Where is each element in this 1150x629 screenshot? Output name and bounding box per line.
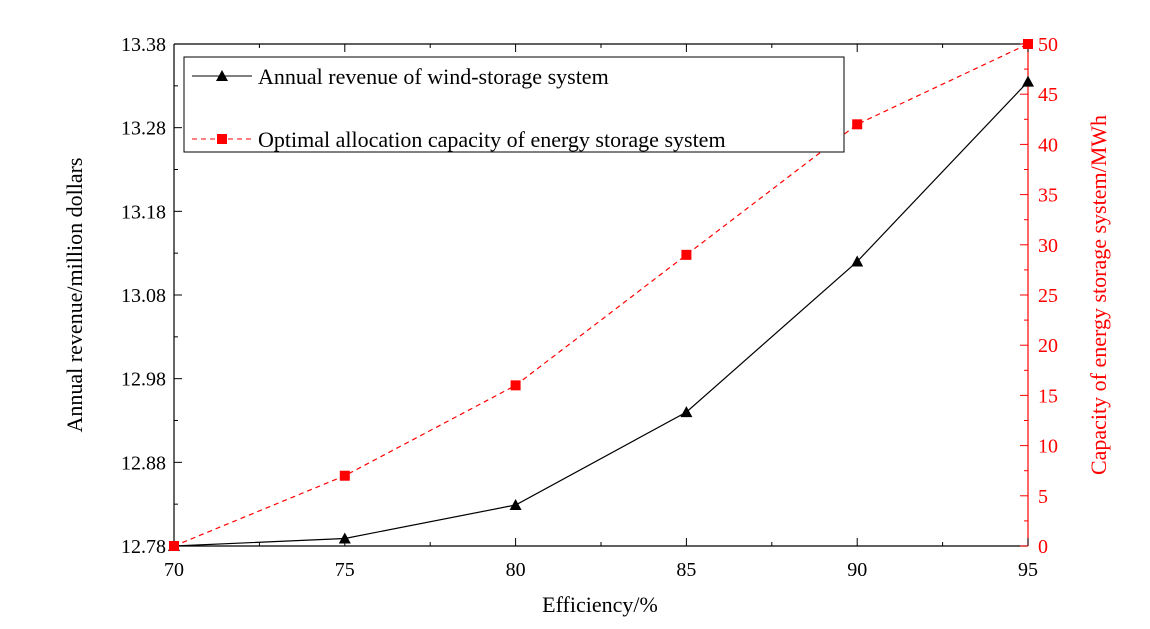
y-right-tick-label: 35: [1038, 185, 1058, 207]
y-left-tick-label: 12.88: [121, 452, 166, 474]
series-1-point: [339, 470, 350, 481]
series-line-0: [173, 81, 1029, 547]
y-right-tick-label: 45: [1038, 84, 1058, 106]
series-0-point: [509, 499, 522, 511]
series-0-point: [338, 532, 351, 544]
series-0-point: [851, 255, 864, 267]
x-tick-label: 80: [506, 559, 526, 581]
y-right-tick-label: 5: [1038, 486, 1048, 508]
legend-label-revenue: Annual revenue of wind-storage system: [258, 64, 609, 89]
x-tick-label: 85: [676, 559, 696, 581]
y-left-tick-label: 13.38: [121, 34, 166, 56]
series-1-point: [1023, 39, 1033, 49]
y-left-tick-label: 12.98: [121, 369, 166, 391]
series-layer: [168, 39, 1034, 551]
series-0-point: [680, 406, 693, 418]
legend-marker-square: [217, 134, 227, 144]
x-tick-label: 90: [847, 559, 867, 581]
series-1-point: [169, 541, 179, 551]
y-right-tick-label: 25: [1038, 285, 1058, 307]
y-right-tick-label: 0: [1038, 536, 1048, 558]
y-left-tick-label: 13.18: [121, 201, 166, 223]
legend-marker-triangle: [216, 70, 228, 81]
x-axis-title: Efficiency/%: [542, 592, 658, 617]
y-right-tick-label: 50: [1038, 34, 1058, 56]
series-1-point: [852, 119, 863, 130]
y-right-tick-label: 40: [1038, 134, 1058, 156]
y-axis-right-title: Capacity of energy storage system/MWh: [1086, 115, 1111, 475]
series-0-point: [1022, 75, 1034, 87]
x-tick-label: 75: [335, 559, 355, 581]
y-left-tick-label: 13.28: [121, 118, 166, 140]
series-line-1: [173, 43, 1029, 547]
legend: Annual revenue of wind-storage system Op…: [183, 56, 845, 153]
y-right-tick-label: 15: [1038, 385, 1058, 407]
y-right-tick-label: 10: [1038, 436, 1058, 458]
y-left-tick-label: 12.78: [121, 536, 166, 558]
ticks: 70 75 80 85 90 95 12.78 12.88 12.98 13.08 13.18 13.…: [121, 34, 1058, 581]
y-left-tick-label: 13.08: [121, 285, 166, 307]
x-tick-label: 70: [164, 559, 184, 581]
legend-label-capacity: Optimal allocation capacity of energy st…: [258, 127, 726, 152]
series-1-point: [510, 380, 521, 391]
series-1-point: [681, 249, 692, 260]
y-axis-left-title: Annual revenue/million dollars: [62, 158, 87, 433]
x-tick-label: 95: [1018, 559, 1038, 581]
y-right-tick-label: 20: [1038, 335, 1058, 357]
y-right-tick-label: 30: [1038, 235, 1058, 257]
legend-box: [183, 56, 845, 153]
